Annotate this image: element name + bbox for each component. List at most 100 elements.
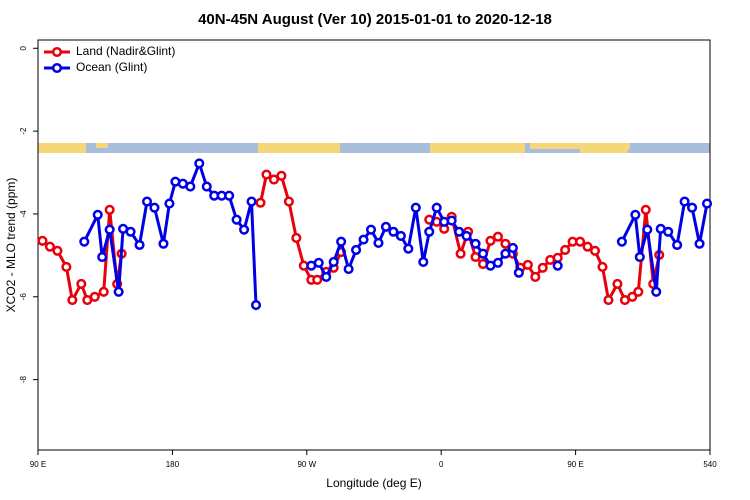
y-tick-label: 0 — [19, 46, 28, 51]
data-point — [530, 271, 541, 282]
data-point — [485, 235, 496, 246]
data-point — [185, 181, 196, 192]
data-point — [454, 226, 465, 237]
land-ocean-strip — [38, 143, 710, 153]
data-point — [104, 204, 115, 215]
data-point — [67, 295, 78, 306]
data-point — [336, 236, 347, 247]
data-point — [477, 248, 489, 259]
data-point — [507, 242, 518, 253]
data-point — [89, 291, 100, 302]
data-point — [597, 261, 608, 272]
data-point — [44, 241, 55, 252]
data-point — [424, 226, 435, 237]
data-point — [113, 286, 124, 297]
strip-land — [580, 143, 628, 153]
strip-land — [430, 143, 525, 153]
data-point — [522, 259, 533, 270]
data-point — [642, 224, 653, 235]
data-point — [134, 239, 145, 251]
data-point — [612, 278, 623, 289]
data-point — [552, 260, 563, 271]
data-point — [418, 256, 429, 268]
data-point — [513, 267, 524, 278]
data-point — [231, 214, 242, 225]
data-point — [98, 286, 109, 297]
legend-marker — [51, 46, 63, 58]
x-tick-label: 180 — [166, 460, 180, 469]
data-point — [672, 239, 683, 251]
data-point — [500, 238, 511, 249]
data-point — [246, 196, 257, 207]
data-point — [104, 224, 115, 235]
strip-land — [258, 143, 340, 153]
data-point — [431, 202, 442, 213]
data-point — [380, 221, 391, 232]
data-point — [250, 300, 262, 311]
data-point — [687, 202, 698, 213]
data-point — [461, 230, 472, 241]
data-point — [351, 244, 362, 256]
data-point — [560, 244, 571, 256]
data-point — [149, 202, 160, 213]
legend-label: Ocean (Glint) — [76, 60, 147, 74]
data-point — [61, 261, 72, 272]
data-point — [76, 278, 87, 289]
data-point — [239, 224, 250, 235]
data-point — [455, 248, 466, 259]
data-point — [224, 190, 235, 201]
y-tick-label: -6 — [19, 293, 28, 301]
data-point — [261, 169, 272, 180]
data-point — [589, 245, 601, 256]
x-axis-label: Longitude (deg E) — [326, 476, 421, 490]
data-point — [694, 238, 705, 249]
y-axis-label: XCO2 - MLO trend (ppm) — [4, 178, 18, 313]
data-point — [343, 263, 354, 275]
data-point — [328, 256, 339, 268]
data-point — [37, 235, 48, 246]
data-point — [410, 202, 421, 213]
data-point — [201, 181, 212, 192]
y-tick-label: -2 — [19, 127, 28, 135]
data-point — [552, 252, 563, 263]
data-point — [97, 251, 108, 263]
data-point — [500, 248, 511, 259]
data-point — [312, 274, 323, 285]
x-tick-label: 90 E — [567, 460, 583, 469]
data-point — [616, 236, 627, 247]
data-point — [194, 158, 205, 169]
data-point — [255, 197, 266, 208]
x-tick-label: 0 — [439, 460, 444, 469]
legend-marker — [51, 62, 63, 74]
y-tick-label: -4 — [19, 210, 28, 218]
data-point — [446, 215, 457, 226]
data-point — [633, 286, 644, 297]
data-point — [492, 257, 503, 268]
data-point — [575, 236, 586, 247]
data-point — [365, 224, 377, 235]
data-point — [630, 209, 641, 220]
data-point — [603, 295, 614, 306]
data-point — [125, 226, 136, 237]
data-point — [92, 209, 103, 220]
data-point — [395, 230, 406, 241]
data-point — [373, 237, 384, 248]
data-point — [663, 226, 674, 237]
data-point — [679, 196, 690, 207]
data-point — [164, 198, 175, 209]
data-point — [651, 286, 662, 297]
data-point — [582, 241, 593, 252]
data-point — [634, 251, 645, 263]
x-tick-label: 540 — [703, 460, 717, 469]
data-point — [291, 232, 302, 244]
data-point — [79, 236, 90, 247]
data-point — [283, 196, 294, 207]
data-point — [276, 170, 287, 181]
data-point — [141, 196, 153, 207]
data-point — [403, 243, 414, 254]
data-point — [158, 238, 169, 249]
data-point — [321, 271, 332, 282]
data-point — [388, 226, 399, 237]
y-tick-label: -8 — [19, 375, 28, 383]
